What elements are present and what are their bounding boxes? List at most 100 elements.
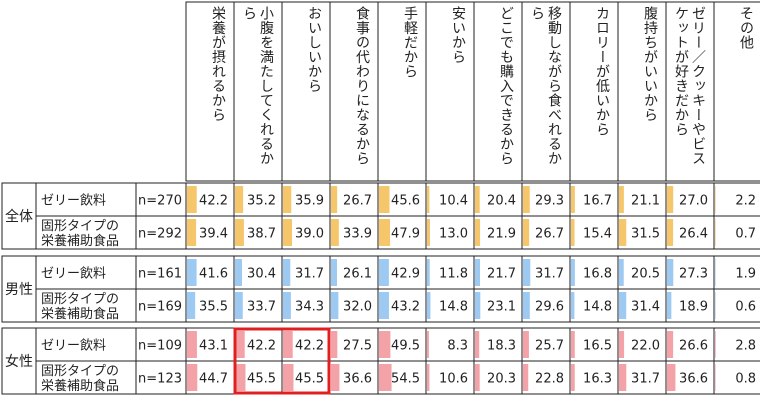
column-header-fo: 食事の代わりになるから — [354, 6, 370, 166]
value-label: 11.8 — [439, 267, 468, 282]
group-label: 全体 — [5, 208, 33, 225]
value-label: 41.6 — [199, 267, 228, 282]
value-cell — [665, 215, 715, 250]
value-label: 21.7 — [487, 267, 516, 282]
value-bar — [331, 331, 338, 358]
value-bar — [235, 331, 245, 358]
column-header-fo: 腹持ちがいいから — [642, 6, 658, 122]
value-bar — [571, 219, 575, 246]
value-label: 32.0 — [343, 300, 372, 315]
value-bar — [523, 364, 529, 391]
value-cell — [665, 288, 715, 323]
row-label-cell — [35, 255, 137, 290]
sample-size-label: n=161 — [138, 267, 182, 282]
row-label-cell — [35, 288, 137, 323]
column-header-label: ゼリー／クッキーやビスケットが好きだから — [673, 6, 706, 166]
value-bar — [619, 186, 624, 213]
column-header-fo: どこでも購入できるから — [498, 6, 514, 166]
value-label: 8.3 — [447, 339, 468, 354]
value-label: 2.2 — [735, 194, 756, 209]
value-label: 31.4 — [631, 300, 660, 315]
value-bar — [667, 364, 676, 391]
column-header-label: その他 — [738, 6, 754, 50]
value-bar — [475, 219, 481, 246]
column-header-cell — [377, 1, 427, 182]
value-label: 43.1 — [199, 339, 228, 354]
value-cell — [425, 327, 475, 362]
value-label: 29.3 — [535, 194, 564, 209]
row-label: 固形タイプの — [41, 292, 119, 307]
value-bar — [475, 364, 480, 391]
value-label: 36.6 — [343, 372, 372, 387]
value-bar — [427, 186, 430, 213]
value-label: 23.1 — [487, 300, 516, 315]
value-bar — [475, 292, 481, 319]
row-label: 栄養補助食品 — [41, 306, 119, 322]
value-cell — [329, 327, 379, 362]
value-cell — [425, 360, 475, 395]
column-header-cell — [569, 1, 619, 182]
column-header-cell — [713, 1, 760, 182]
column-header-cell — [473, 1, 523, 182]
value-label: 18.9 — [679, 300, 708, 315]
value-label: 45.6 — [391, 194, 420, 209]
value-bar — [331, 292, 339, 319]
sample-size-label: n=169 — [138, 300, 182, 315]
value-label: 21.9 — [487, 227, 516, 242]
n-cell — [135, 288, 187, 323]
value-label: 42.2 — [247, 339, 276, 354]
value-label: 35.9 — [295, 194, 324, 209]
row-label-cell — [35, 360, 137, 395]
value-bar — [523, 292, 530, 319]
value-bar — [379, 259, 389, 286]
value-bar — [667, 186, 674, 213]
value-bar — [715, 331, 716, 358]
column-header-fo: おいしいから — [306, 6, 322, 93]
column-header-label: おいしいから — [306, 6, 322, 93]
value-label: 0.7 — [735, 227, 756, 242]
column-header-fo: 手軽だから — [402, 6, 418, 79]
value-label: 35.2 — [247, 194, 276, 209]
value-bar — [571, 292, 575, 319]
value-label: 30.4 — [247, 267, 276, 282]
value-label: 0.8 — [735, 372, 756, 387]
row-label: 固形タイプの — [41, 219, 119, 234]
value-cell — [425, 288, 475, 323]
value-cell — [569, 288, 619, 323]
value-cell — [713, 255, 760, 290]
value-label: 47.9 — [391, 227, 420, 242]
n-cell — [135, 255, 187, 290]
value-bar — [235, 186, 244, 213]
value-label: 1.9 — [735, 267, 756, 282]
value-bar — [523, 219, 530, 246]
value-bar — [571, 331, 575, 358]
value-label: 18.3 — [487, 339, 516, 354]
value-label: 42.2 — [199, 194, 228, 209]
value-bar — [379, 219, 391, 246]
value-label: 42.2 — [295, 339, 324, 354]
table-row: ゼリー飲料 n=270 42.2 35.2 35.9 26.7 45.6 10.4 20.4 29… — [35, 182, 760, 217]
value-bar — [619, 259, 624, 286]
row-label: 栄養補助食品 — [41, 233, 119, 249]
value-label: 31.5 — [631, 227, 660, 242]
column-header-fo: 小腹を満たしてくれるから — [241, 6, 274, 166]
value-bar — [283, 331, 293, 358]
value-label: 33.7 — [247, 300, 276, 315]
value-cell — [665, 182, 715, 217]
value-label: 39.0 — [295, 227, 324, 242]
value-cell — [665, 255, 715, 290]
value-bar — [427, 219, 430, 246]
value-cell — [713, 360, 760, 395]
value-cell — [713, 215, 760, 250]
value-label: 16.3 — [583, 372, 612, 387]
value-bar — [667, 259, 674, 286]
value-label: 16.5 — [583, 339, 612, 354]
value-bar — [475, 331, 480, 358]
group-cell — [1, 327, 37, 395]
value-label: 27.0 — [679, 194, 708, 209]
value-cell — [521, 327, 571, 362]
value-label: 10.6 — [439, 372, 468, 387]
column-header-cell — [521, 1, 571, 182]
